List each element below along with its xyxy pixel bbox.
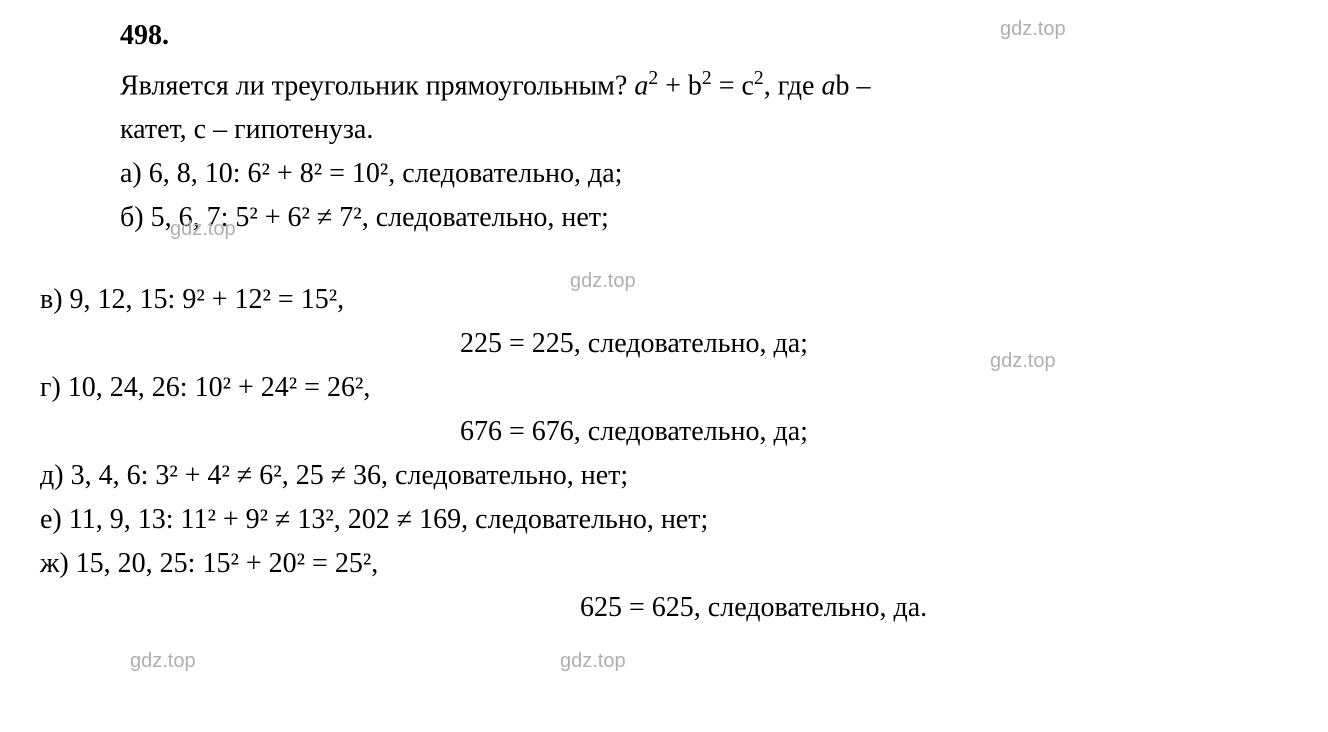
question-block: Является ли треугольник прямоугольным? a… <box>120 64 1208 239</box>
item-e: е) 11, 9, 13: 11² + 9² ≠ 13², 202 ≠ 169,… <box>40 499 1208 541</box>
watermark: gdz.top <box>570 270 636 293</box>
watermark: gdz.top <box>130 650 196 673</box>
item-b: б) 5, 6, 7: 5² + 6² ≠ 7², следовательно,… <box>120 197 1208 239</box>
item-g: г) 10, 24, 26: 10² + 24² = 26², <box>40 367 1208 409</box>
question-line-1: Является ли треугольник прямоугольным? a… <box>120 64 1208 107</box>
item-d: д) 3, 4, 6: 3² + 4² ≠ 6², 25 ≠ 36, следо… <box>40 455 1208 497</box>
question-text-1: Является ли треугольник прямоугольным? <box>120 70 634 101</box>
plus-text: + b <box>658 70 702 101</box>
var-a: a <box>634 70 648 101</box>
watermark: gdz.top <box>560 650 626 673</box>
item-g-result: 676 = 676, следовательно, да; <box>40 411 1208 453</box>
exp-2-b: 2 <box>702 68 712 89</box>
item-zh-result: 625 = 625, следовательно, да. <box>40 587 1208 629</box>
item-a: а) 6, 8, 10: 6² + 8² = 10², следовательн… <box>120 153 1208 195</box>
where-text: , где <box>764 70 822 101</box>
exp-2-c: 2 <box>754 68 764 89</box>
solution-content: 498. Является ли треугольник прямоугольн… <box>120 20 1208 629</box>
watermark: gdz.top <box>990 350 1056 373</box>
question-line-2: катет, с – гипотенуза. <box>120 109 1208 151</box>
var-ab-b: b – <box>835 70 870 101</box>
item-zh: ж) 15, 20, 25: 15² + 20² = 25², <box>40 543 1208 585</box>
watermark: gdz.top <box>1000 18 1066 41</box>
exp-2-a: 2 <box>648 68 658 89</box>
var-ab-a: a <box>821 70 835 101</box>
watermark: gdz.top <box>170 218 236 241</box>
eq-text: = c <box>712 70 754 101</box>
